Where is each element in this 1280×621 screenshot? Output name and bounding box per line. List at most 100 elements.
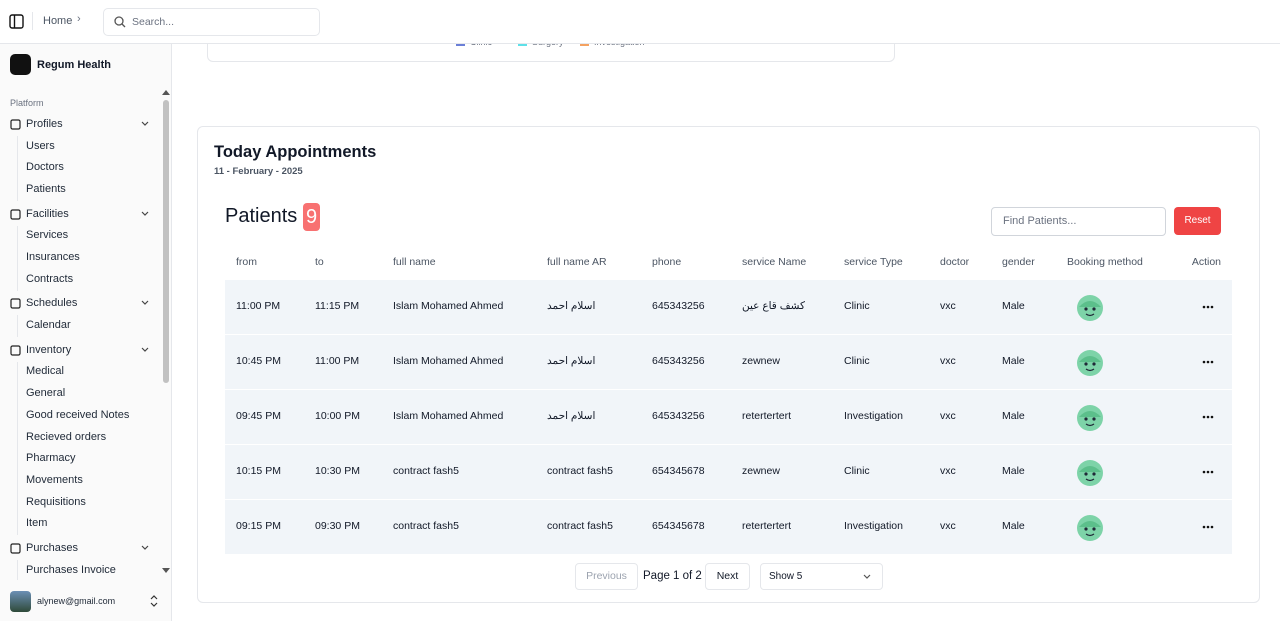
nav-item[interactable]: Movements xyxy=(26,473,83,486)
cell: vxc xyxy=(940,520,956,532)
column-header: Action xyxy=(1191,256,1221,268)
nav-item[interactable]: Good received Notes xyxy=(26,408,130,421)
user-menu-icon xyxy=(150,595,158,607)
nav-item[interactable]: Recieved orders xyxy=(26,430,107,443)
nav-item[interactable]: General xyxy=(26,387,66,400)
nav-item[interactable]: Users xyxy=(26,139,55,152)
user-avatar xyxy=(10,591,31,612)
nav-item[interactable]: Purchases Invoice xyxy=(26,563,116,576)
cell: contract fash5 xyxy=(393,465,459,477)
action-menu[interactable] xyxy=(1202,470,1214,474)
column-header: full name xyxy=(393,256,436,268)
cell: اسلام احمد xyxy=(547,355,596,367)
action-menu[interactable] xyxy=(1202,305,1214,309)
search-box[interactable]: Search... xyxy=(103,8,320,36)
cell: Male xyxy=(1002,465,1025,477)
nav-item[interactable]: Pharmacy xyxy=(26,452,76,465)
cell: Investigation xyxy=(844,520,903,532)
table-row: 10:15 PM 10:30 PM contract fash5 contract f… xyxy=(225,444,1232,499)
find-placeholder: Find Patients... xyxy=(1003,215,1077,227)
table-row: 09:15 PM 09:30 PM contract fash5 contract f… xyxy=(225,499,1232,554)
action-menu[interactable] xyxy=(1202,360,1214,364)
section-label: Platform xyxy=(10,98,44,108)
cell: 10:15 PM xyxy=(236,465,281,477)
nav-line xyxy=(17,136,18,202)
cell: vxc xyxy=(940,300,956,312)
nav-item[interactable]: Requisitions xyxy=(26,495,86,508)
nav-item[interactable]: Item xyxy=(26,517,48,530)
search-icon xyxy=(114,16,126,28)
action-menu[interactable] xyxy=(1202,415,1214,419)
table-row: 11:00 PM 11:15 PM Islam Mohamed Ahmed اسلام… xyxy=(225,279,1232,334)
nav-item[interactable]: Medical xyxy=(26,365,64,378)
column-header: to xyxy=(315,256,324,268)
brand-name: Regum Health xyxy=(37,59,111,71)
nav-group[interactable]: Schedules xyxy=(26,297,78,310)
nav-group[interactable]: Purchases xyxy=(26,541,78,554)
cell: contract fash5 xyxy=(547,520,613,532)
nav-item[interactable]: Doctors xyxy=(26,161,64,174)
cell: zewnew xyxy=(742,465,780,477)
next-button[interactable]: Next xyxy=(705,563,750,590)
group-icon xyxy=(10,345,21,356)
cell: vxc xyxy=(940,355,956,367)
cell: Islam Mohamed Ahmed xyxy=(393,300,504,312)
cell: zewnew xyxy=(742,355,780,367)
cell: 645343256 xyxy=(652,300,705,312)
nav-item[interactable]: Services xyxy=(26,229,69,242)
breadcrumb-sep: › xyxy=(77,13,81,25)
cell: retertertert xyxy=(742,410,792,422)
patients-heading: Patients xyxy=(225,205,298,227)
booking-icon xyxy=(1077,295,1103,321)
cell: 11:00 PM xyxy=(236,300,281,312)
cell: Male xyxy=(1002,410,1025,422)
cell: Clinic xyxy=(844,355,870,367)
cell: Clinic xyxy=(844,300,870,312)
action-menu[interactable] xyxy=(1202,525,1214,529)
previous-button[interactable]: Previous xyxy=(575,563,638,590)
sidebar: Regum Health Platform Profiles Users Docto… xyxy=(0,44,172,621)
booking-icon xyxy=(1077,515,1103,541)
nav-item[interactable]: Insurances xyxy=(26,251,80,264)
nav-group[interactable]: Profiles xyxy=(26,118,63,130)
cell: 654345678 xyxy=(652,465,705,477)
user-email: alynew@gmail.com xyxy=(37,596,116,606)
cell: 09:45 PM xyxy=(236,410,281,422)
cell: 10:00 PM xyxy=(315,410,360,422)
column-header: service Name xyxy=(742,256,807,268)
group-icon xyxy=(10,298,21,309)
cell: اسلام احمد xyxy=(547,300,596,312)
reset-button[interactable]: Reset xyxy=(1174,207,1221,235)
cell: 654345678 xyxy=(652,520,705,532)
card-date: 11 - February - 2025 xyxy=(214,166,303,177)
page-indicator: Page 1 of 2 xyxy=(643,570,702,582)
scroll-up xyxy=(162,90,170,95)
column-header: service Type xyxy=(844,256,903,268)
cell: 10:45 PM xyxy=(236,355,281,367)
nav-line xyxy=(17,225,18,291)
nav-item[interactable]: Calendar xyxy=(26,319,71,332)
top-bar: Home › Search... xyxy=(0,0,1280,44)
cell: 11:00 PM xyxy=(315,355,360,367)
sidebar-toggle[interactable] xyxy=(9,14,25,30)
cell: contract fash5 xyxy=(547,465,613,477)
table-row: 09:45 PM 10:00 PM Islam Mohamed Ahmed اسلام… xyxy=(225,389,1232,444)
nav-group[interactable]: Facilities xyxy=(26,207,69,220)
cell: Male xyxy=(1002,520,1025,532)
user-footer[interactable]: alynew@gmail.com xyxy=(0,580,171,621)
find-input[interactable]: Find Patients... xyxy=(991,207,1166,236)
nav-item[interactable]: Patients xyxy=(26,183,66,196)
nav-item[interactable]: Contracts xyxy=(26,272,74,285)
nav-group[interactable]: Inventory xyxy=(26,343,72,356)
breadcrumb[interactable]: Home xyxy=(43,15,73,27)
page-size-select[interactable]: Show 5 xyxy=(760,563,883,590)
table: from to full name full name AR phone service … xyxy=(225,245,1232,554)
column-header: Booking method xyxy=(1067,256,1143,268)
cell: كشف قاع عين xyxy=(742,300,805,312)
nav-line xyxy=(17,559,18,582)
chevron xyxy=(141,347,149,352)
group-icon xyxy=(10,119,21,130)
column-header: full name AR xyxy=(547,256,607,268)
cell: Islam Mohamed Ahmed xyxy=(393,355,504,367)
